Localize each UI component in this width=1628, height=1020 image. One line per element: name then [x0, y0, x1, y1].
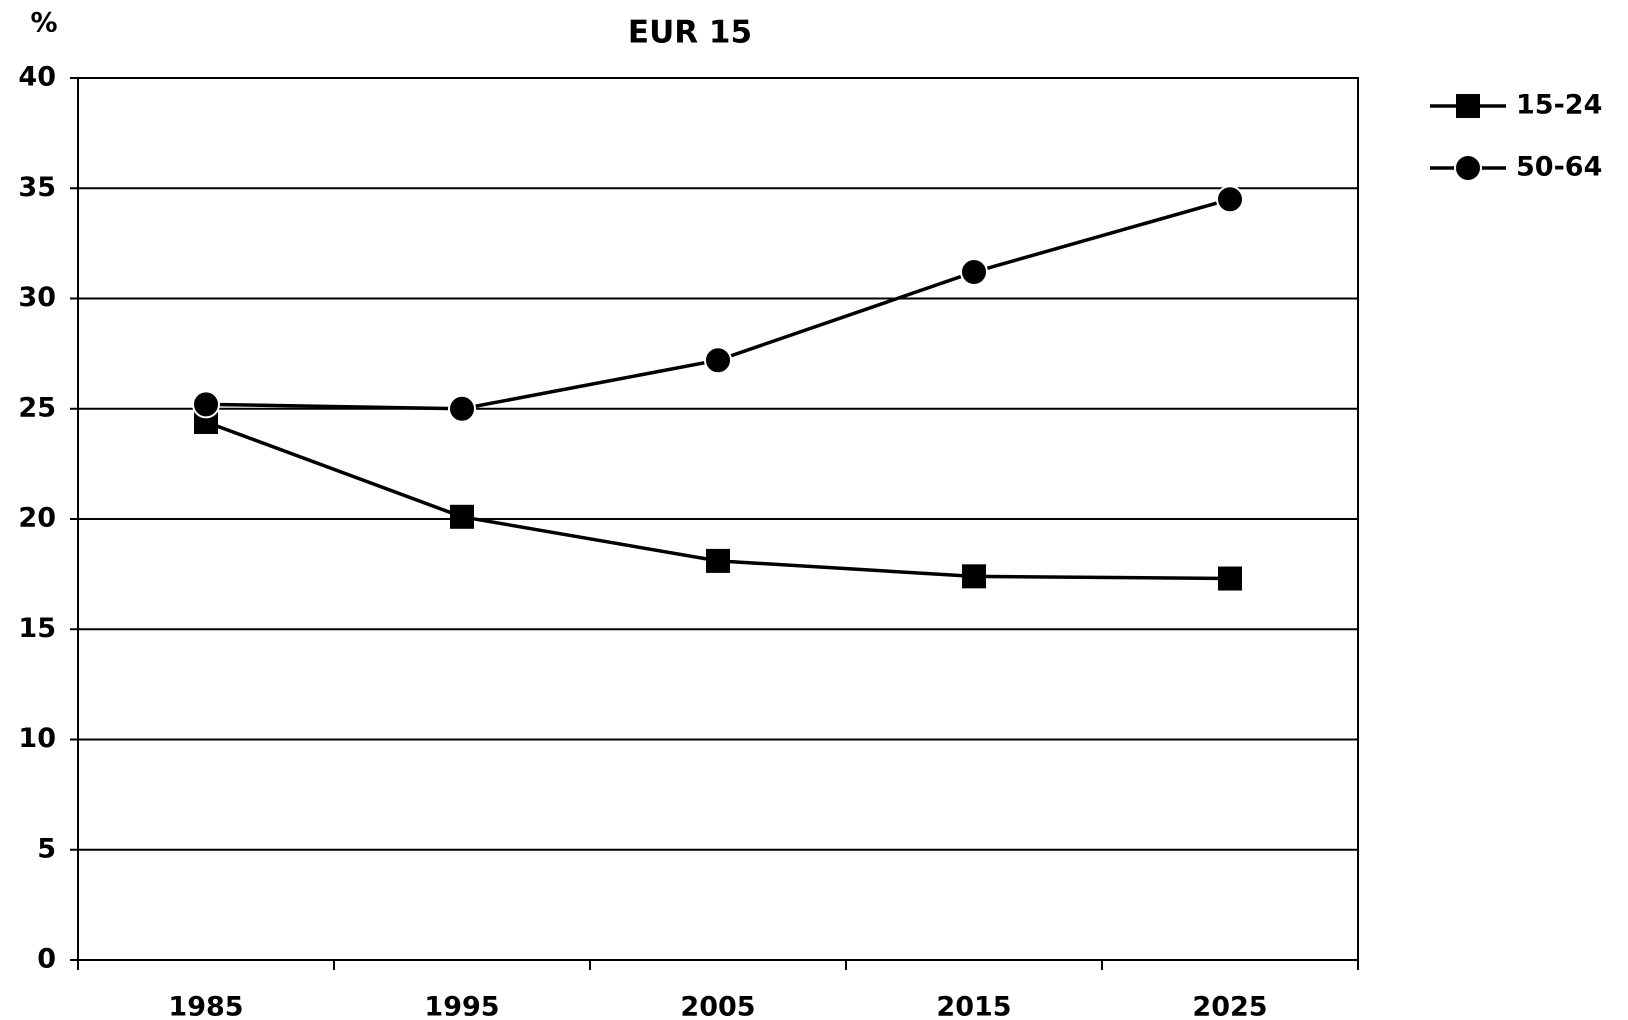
y-tick-label: 30: [18, 282, 56, 313]
data-point: [192, 390, 220, 419]
x-tick-label: 2025: [1192, 992, 1267, 1020]
y-tick-label: 5: [37, 833, 56, 864]
legend-label: 50-64: [1516, 152, 1602, 183]
data-point: [706, 548, 730, 573]
data-point: [448, 394, 476, 423]
x-tick-label: 2015: [936, 992, 1011, 1020]
y-tick-label: 15: [18, 613, 56, 644]
series-line: [205, 197, 1231, 411]
data-point: [960, 258, 988, 287]
y-tick-label: 35: [18, 172, 56, 203]
data-point: [704, 346, 732, 375]
plot-frame: [77, 77, 1359, 961]
legend-marker: [1456, 94, 1480, 118]
y-tick-label: 10: [18, 723, 56, 754]
x-tick-label: 1995: [424, 992, 499, 1020]
x-tick-label: 2005: [680, 992, 755, 1020]
chart-title: EUR 15: [628, 15, 752, 51]
y-axis-label: %: [30, 8, 57, 39]
y-tick-label: 0: [37, 944, 56, 975]
data-point: [1216, 185, 1244, 214]
y-tick-label: 25: [18, 392, 56, 423]
data-point: [962, 564, 986, 589]
legend-label: 15-24: [1516, 90, 1602, 121]
y-tick-label: 40: [18, 62, 56, 93]
data-point: [1218, 566, 1242, 591]
data-point: [450, 504, 474, 529]
y-tick-label: 20: [18, 503, 56, 534]
legend-marker: [1454, 154, 1482, 182]
x-tick-label: 1985: [168, 992, 243, 1020]
